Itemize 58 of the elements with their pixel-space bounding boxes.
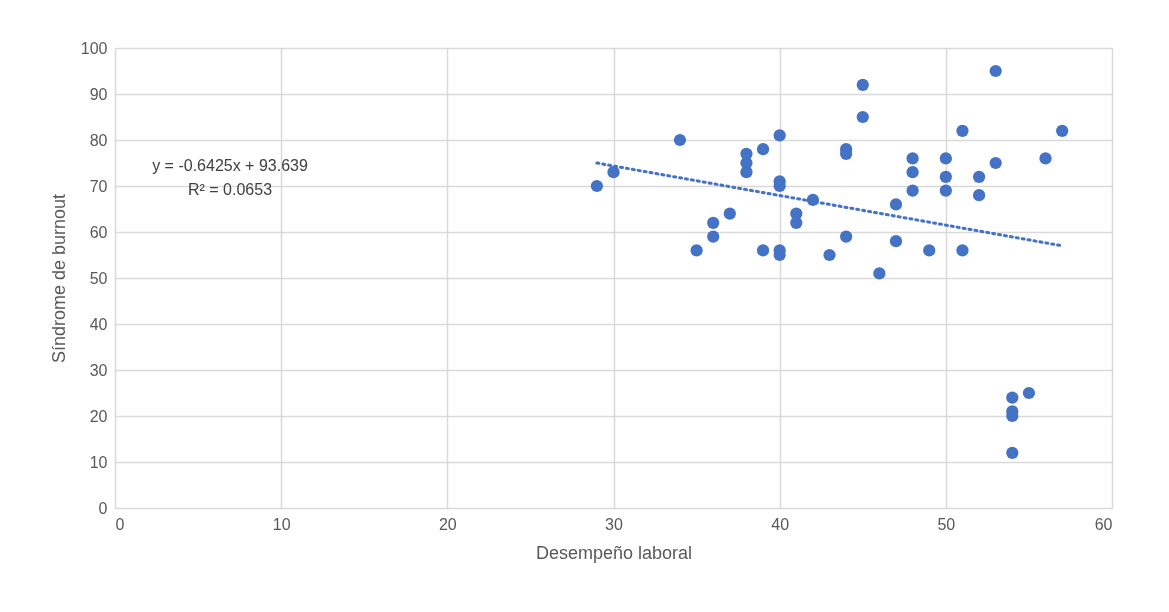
x-axis-title: Desempeño laboral bbox=[535, 542, 693, 563]
point bbox=[707, 230, 720, 243]
point bbox=[906, 184, 919, 197]
y-tick-label: 60 bbox=[89, 223, 108, 241]
point bbox=[773, 129, 786, 142]
y-tick-label: 40 bbox=[89, 315, 108, 333]
x-tick-label: 0 bbox=[115, 515, 125, 533]
point bbox=[989, 64, 1002, 78]
y-tick-label: 90 bbox=[89, 85, 108, 103]
point bbox=[823, 248, 836, 262]
y-tick-label: 10 bbox=[89, 453, 108, 471]
x-tick-label: 50 bbox=[937, 515, 956, 533]
point bbox=[889, 198, 903, 211]
y-axis-title: Síndrome de burnout bbox=[48, 193, 69, 364]
point bbox=[972, 189, 986, 202]
x-tick-label: 10 bbox=[272, 515, 291, 533]
point bbox=[856, 110, 869, 124]
x-tick-label: 40 bbox=[771, 515, 790, 533]
point bbox=[923, 244, 936, 257]
point bbox=[856, 78, 869, 91]
point bbox=[1039, 152, 1052, 165]
point bbox=[1006, 446, 1019, 459]
annotation: R² = 0.0653 bbox=[187, 181, 273, 198]
y-tick-label: 50 bbox=[89, 269, 108, 287]
point bbox=[756, 143, 770, 156]
point bbox=[873, 267, 886, 280]
x-tick-label: 20 bbox=[438, 515, 457, 533]
y-tick-label: 30 bbox=[89, 361, 108, 379]
point bbox=[1006, 391, 1019, 404]
point bbox=[972, 170, 986, 183]
point bbox=[1056, 124, 1069, 137]
point bbox=[956, 124, 969, 137]
y-tick-label: 70 bbox=[89, 177, 108, 195]
y-tick-label: 0 bbox=[98, 499, 108, 517]
point bbox=[840, 230, 853, 243]
point bbox=[756, 244, 770, 257]
point bbox=[707, 216, 720, 229]
point bbox=[607, 166, 620, 179]
point bbox=[690, 244, 703, 257]
y-tick-label: 100 bbox=[80, 39, 108, 57]
point bbox=[673, 133, 687, 147]
x-tick-label: 60 bbox=[1094, 515, 1113, 533]
point bbox=[989, 156, 1002, 170]
y-tick-label: 80 bbox=[89, 131, 108, 149]
point bbox=[939, 170, 952, 183]
annotation: y = -0.6425x + 93.639 bbox=[152, 157, 308, 174]
point bbox=[906, 166, 919, 179]
point bbox=[1022, 386, 1036, 400]
point bbox=[939, 184, 952, 197]
point bbox=[723, 207, 736, 220]
point bbox=[906, 152, 919, 165]
point bbox=[590, 179, 604, 193]
point bbox=[740, 166, 753, 179]
y-tick-label: 20 bbox=[89, 407, 108, 425]
point bbox=[956, 244, 969, 257]
point bbox=[889, 235, 903, 248]
x-tick-label: 30 bbox=[605, 515, 623, 533]
point bbox=[939, 152, 952, 165]
